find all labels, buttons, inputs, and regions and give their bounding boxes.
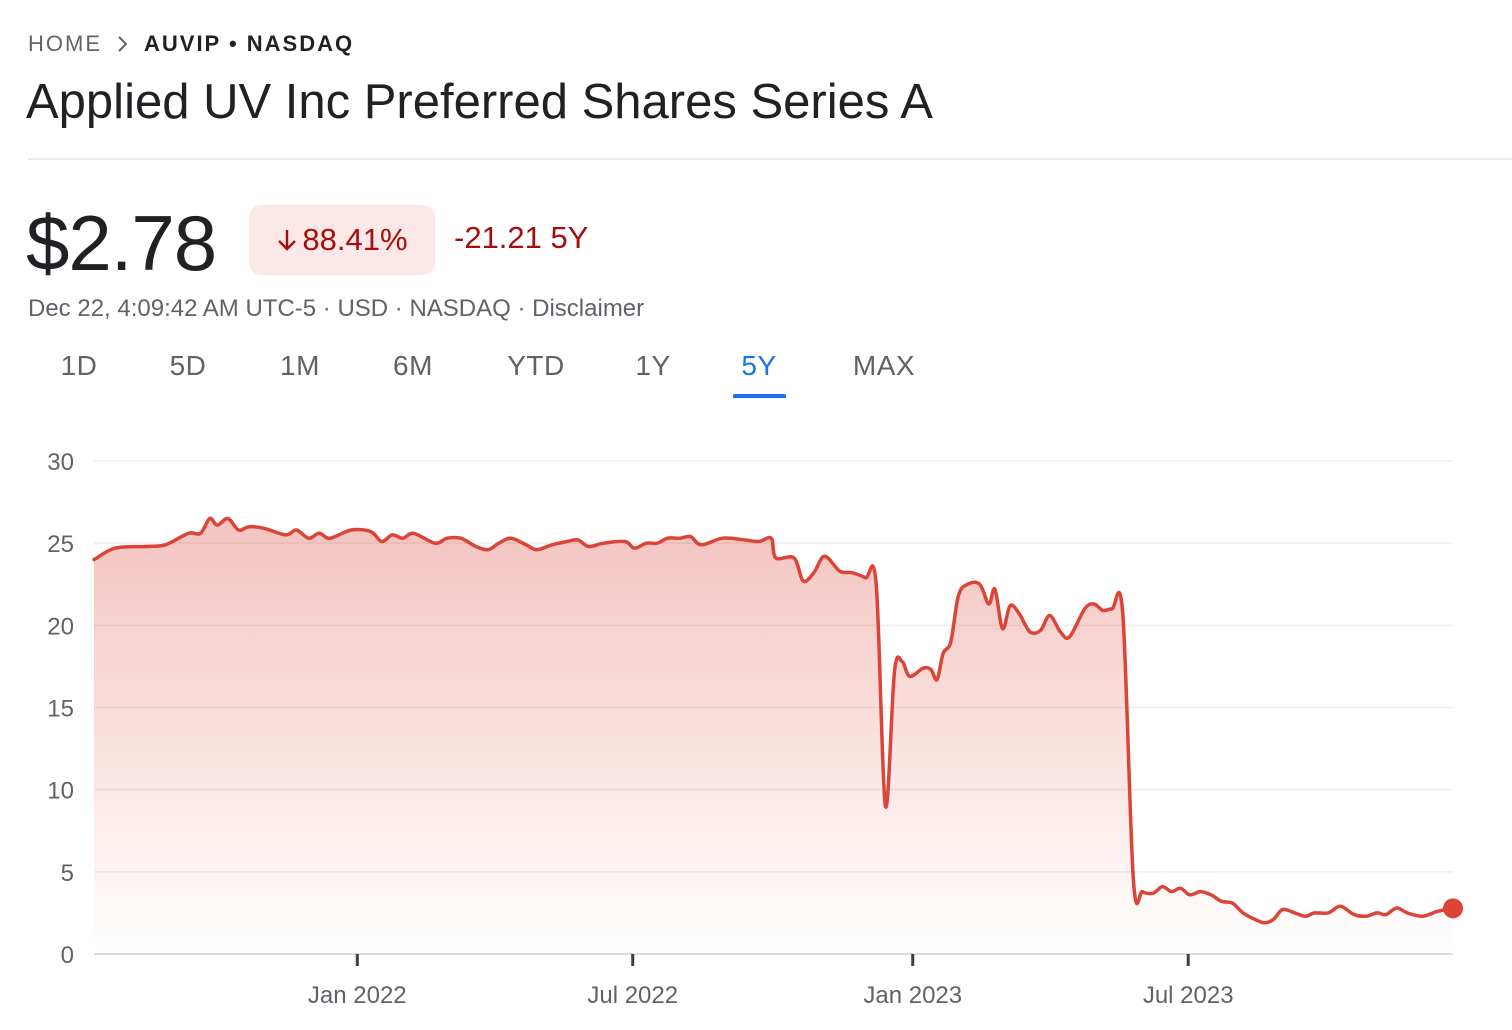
price-line [92,516,1455,925]
tab-1y[interactable]: 1Y [635,350,671,381]
tab-1m[interactable]: 1M [280,350,320,381]
header-divider [28,158,1512,160]
breadcrumb-current: AUVIP • NASDAQ [144,31,355,56]
y-tick-label: 15 [47,696,74,723]
y-tick-label: 20 [47,613,74,640]
y-tick-label: 5 [61,860,74,887]
percent-change-value: 88.41% [302,222,408,257]
breadcrumb-home[interactable]: HOME [28,31,102,56]
tab-5y[interactable]: 5Y [741,350,777,381]
y-tick-label: 0 [61,942,74,969]
price-chart[interactable]: 0 5 10 15 20 25 30 Jan 2022 Jul 2022 Jan 2023 Jul … [0,420,1512,1020]
tab-6m[interactable]: 6M [393,350,433,381]
x-tick-label: Jan 2022 [308,982,407,1009]
last-price-dot [1443,898,1463,919]
x-tick-label: Jan 2023 [863,982,962,1009]
y-tick-label: 10 [47,778,74,805]
absolute-change: -21.21 5Y [454,220,589,255]
tab-1d[interactable]: 1D [60,350,98,381]
percent-change-badge: 88.41% [249,205,435,275]
page-title: Applied UV Inc Preferred Shares Series A [26,75,933,129]
active-tab-indicator [733,394,786,398]
tab-5d[interactable]: 5D [169,350,207,381]
arrow-down-icon [278,230,297,251]
x-tick-label: Jul 2022 [587,982,678,1009]
tab-max[interactable]: MAX [852,350,916,381]
chevron-right-icon [116,34,130,54]
current-price: $2.78 [26,199,217,287]
y-tick-label: 30 [47,449,74,476]
quote-meta: Dec 22, 4:09:42 AM UTC-5 · USD · NASDAQ … [28,295,645,322]
tab-ytd[interactable]: YTD [507,350,565,381]
price-area-fill [94,518,1453,954]
y-tick-label: 25 [47,531,74,558]
breadcrumb: HOME AUVIP • NASDAQ [28,30,354,58]
x-tick-label: Jul 2023 [1143,982,1234,1009]
